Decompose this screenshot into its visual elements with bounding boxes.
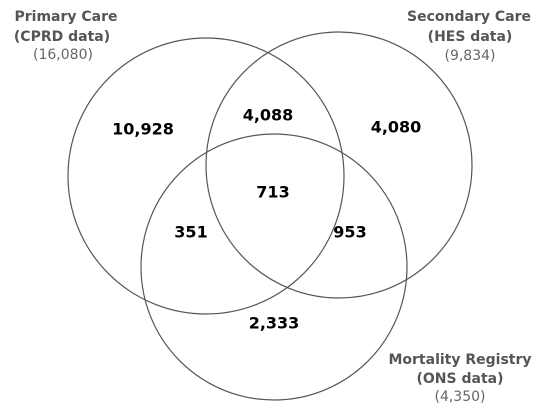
set-name: Mortality Registry [388,352,531,368]
region-count: 953 [333,223,366,242]
region-count: 351 [174,223,207,242]
set-source: (CPRD data) [14,29,110,45]
set-source: (HES data) [428,29,513,45]
set-name: Primary Care [14,9,117,25]
region-count: 10,928 [112,120,174,139]
primary-circle [67,37,345,315]
set-total: (4,350) [434,389,485,405]
set-total: (16,080) [33,47,93,63]
set-total: (9,834) [444,48,495,64]
set-source: (ONS data) [417,371,504,387]
region-count: 4,088 [243,106,294,125]
region-count: 4,080 [371,118,422,137]
set-name: Secondary Care [407,9,531,25]
region-count: 713 [256,183,289,202]
mortality-circle [140,133,408,401]
secondary-circle [205,31,473,299]
region-count: 2,333 [249,314,300,333]
